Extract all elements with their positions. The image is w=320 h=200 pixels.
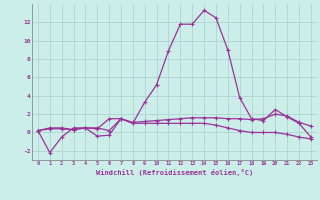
- X-axis label: Windchill (Refroidissement éolien,°C): Windchill (Refroidissement éolien,°C): [96, 169, 253, 176]
